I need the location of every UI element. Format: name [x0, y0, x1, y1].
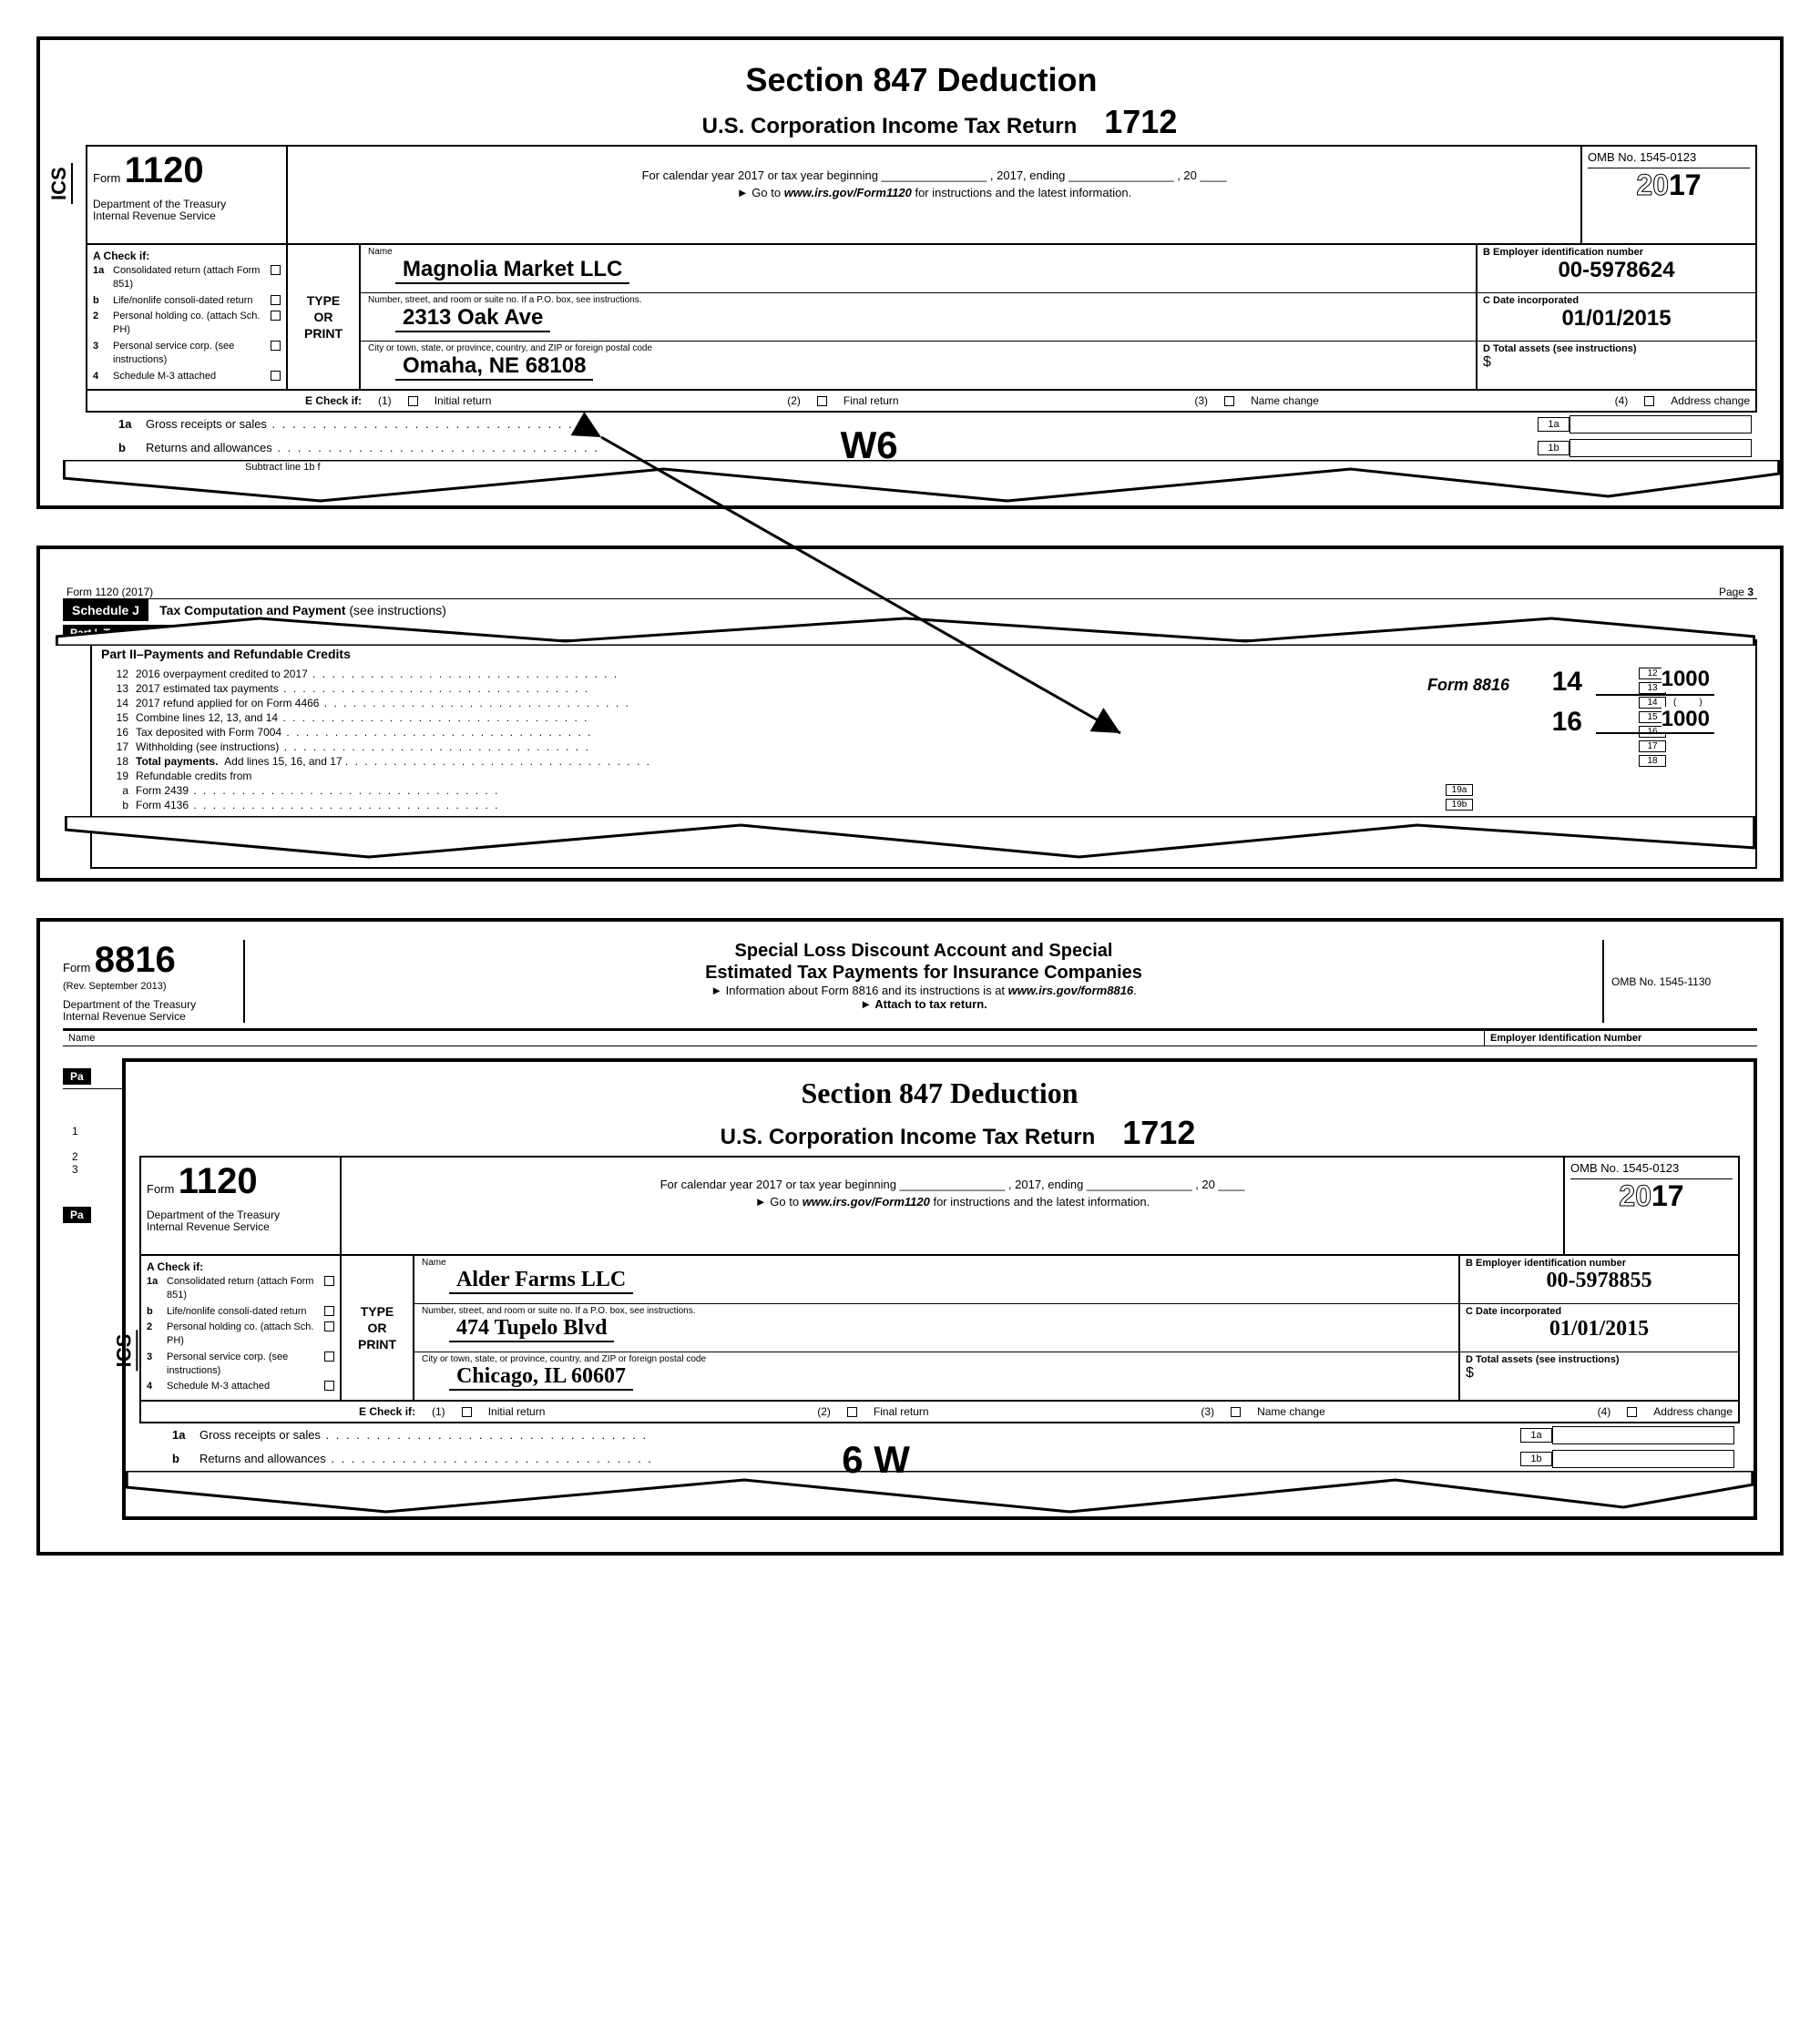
torn-edge-icon — [65, 816, 1755, 862]
form-page-header: Form 1120 (2017) — [66, 586, 153, 598]
e-check-row: E Check if: (1)Initial return (2)Final r… — [86, 391, 1757, 413]
checkbox[interactable] — [1231, 1407, 1241, 1417]
addr-label: Number, street, and room or suite no. If… — [368, 295, 1468, 305]
section-title: Section 847 Deduction — [86, 61, 1757, 99]
value-1000b: 1000 — [1662, 707, 1710, 732]
torn-edge-icon: Subtract line 1b f — [63, 460, 1780, 505]
omb-number: OMB No. 1545-0123 — [1588, 150, 1750, 168]
panel-form8816: Form 8816 (Rev. September 2013) Departme… — [36, 918, 1784, 1556]
panel-schedule-j: Form 1120 (2017) Page 3 Schedule J Tax C… — [36, 546, 1784, 882]
overlay-amount-1a[interactable] — [1552, 1426, 1734, 1444]
torn-edge-icon — [56, 614, 1755, 646]
pa-bar: Pa — [63, 1068, 91, 1085]
tax-year-line: For calendar year 2017 or tax year begin… — [297, 168, 1571, 182]
assets-label: D Total assets (see instructions) — [1483, 343, 1750, 354]
assets-prefix: $ — [1483, 354, 1750, 371]
form-number: 1120 — [125, 150, 204, 190]
amount-1a[interactable] — [1569, 415, 1752, 434]
year-outline: 20 — [1636, 168, 1669, 201]
overlay-amount-1b[interactable] — [1552, 1450, 1734, 1468]
part2-header: Part II–Payments and Refundable Credits — [101, 647, 1746, 661]
checkbox[interactable] — [324, 1352, 334, 1362]
value-1000a: 1000 — [1662, 667, 1710, 692]
attach-line: ► Attach to tax return. — [259, 997, 1589, 1011]
form8816-annotation: Form 8816 — [1427, 676, 1509, 695]
panel-form1120-top: ICS Section 847 Deduction U.S. Corporati… — [36, 36, 1784, 509]
identity-row: A Check if: 1aConsolidated return (attac… — [86, 245, 1757, 391]
checkbox-final[interactable] — [817, 396, 827, 406]
checkbox[interactable] — [271, 265, 281, 275]
checkbox-namechange[interactable] — [1224, 396, 1234, 406]
annotation-16: 16 — [1552, 707, 1582, 738]
checkbox-initial[interactable] — [408, 396, 418, 406]
city-label: City or town, state, or province, countr… — [368, 343, 1468, 353]
date-inc-label: C Date incorporated — [1483, 295, 1750, 306]
overlay-title: Section 847 Deduction — [139, 1076, 1740, 1110]
overlay-date: 01/01/2015 — [1466, 1317, 1733, 1341]
amount-1b[interactable] — [1569, 439, 1752, 457]
checkbox[interactable] — [324, 1381, 334, 1391]
panel-form1120-overlay: Section 847 Deduction U.S. Corporation I… — [122, 1058, 1757, 1520]
checkbox[interactable] — [324, 1276, 334, 1286]
checkbox[interactable] — [271, 295, 281, 305]
checkbox[interactable] — [271, 341, 281, 351]
ics-label-overlay: ICS — [112, 1331, 138, 1372]
overlay-name: Alder Farms LLC — [449, 1268, 633, 1294]
goto-line: ► Go to www.irs.gov/Form1120 for instruc… — [297, 186, 1571, 199]
form-label: Form — [93, 171, 120, 185]
omb-8816: OMB No. 1545-1130 — [1602, 940, 1757, 1023]
dept-irs: Internal Revenue Service — [93, 210, 281, 222]
checkbox[interactable] — [462, 1407, 472, 1417]
checkbox[interactable] — [847, 1407, 857, 1417]
checkbox-addrchange[interactable] — [1644, 396, 1654, 406]
pa-bar2: Pa — [63, 1207, 91, 1223]
city-state-zip: Omaha, NE 68108 — [395, 353, 593, 381]
year-bold: 17 — [1669, 168, 1702, 201]
marker-6w: 6 W — [842, 1438, 910, 1482]
overlay-ein: 00-5978855 — [1466, 1269, 1733, 1293]
code-number: 1712 — [1104, 103, 1177, 141]
ics-label: ICS — [47, 163, 73, 204]
form8816-title1: Special Loss Discount Account and Specia… — [259, 940, 1589, 962]
part2-subpanel: Part II–Payments and Refundable Credits … — [90, 639, 1757, 869]
ein-value: 00-5978624 — [1483, 258, 1750, 283]
marker-w6: W6 — [841, 423, 898, 467]
checkbox[interactable] — [324, 1306, 334, 1316]
subtitle: U.S. Corporation Income Tax Return — [702, 114, 1078, 139]
checkbox[interactable] — [1627, 1407, 1637, 1417]
overlay-city: Chicago, IL 60607 — [449, 1364, 633, 1391]
form8816-title2: Estimated Tax Payments for Insurance Com… — [259, 962, 1589, 984]
checkbox[interactable] — [271, 311, 281, 321]
ein-label: B Employer identification number — [1483, 247, 1750, 258]
check-header: A Check if: — [93, 249, 281, 264]
checkbox[interactable] — [324, 1321, 334, 1331]
form-8816-number: 8816 — [95, 940, 176, 980]
company-name: Magnolia Market LLC — [395, 257, 629, 284]
checkbox[interactable] — [271, 371, 281, 381]
annotation-14: 14 — [1552, 667, 1582, 698]
torn-edge-icon — [126, 1471, 1754, 1516]
page-number: Page 3 — [1719, 586, 1754, 598]
name-label: Name — [368, 247, 1468, 257]
type-or-print: TYPE OR PRINT — [288, 245, 361, 389]
header-row: Form 1120 Department of the Treasury Int… — [86, 145, 1757, 245]
overlay-addr: 474 Tupelo Blvd — [449, 1316, 614, 1342]
date-inc-value: 01/01/2015 — [1483, 306, 1750, 332]
street-address: 2313 Oak Ave — [395, 305, 550, 332]
